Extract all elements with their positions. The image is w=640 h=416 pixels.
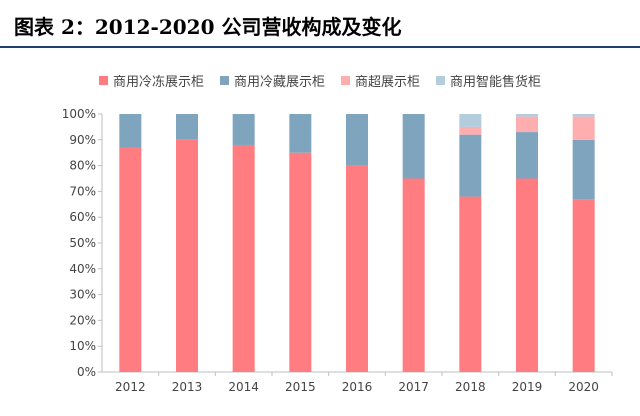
y-tick-label: 60% bbox=[69, 210, 96, 224]
legend-label-frozen: 商用冷冻展示柜 bbox=[112, 74, 204, 90]
bar-segment-2018-s3 bbox=[459, 114, 482, 127]
x-tick-label-2014: 2014 bbox=[228, 380, 259, 394]
figure-title: 图表 2：2012-2020 公司营收构成及变化 bbox=[14, 15, 402, 39]
legend-swatch-vending bbox=[436, 75, 446, 85]
y-tick-label: 90% bbox=[69, 133, 96, 147]
bar-segment-2014-s0 bbox=[232, 144, 255, 372]
bar-segment-2018-s0 bbox=[459, 196, 482, 372]
legend-swatch-chilled bbox=[219, 75, 229, 85]
bar-segment-2019-s2 bbox=[516, 116, 538, 133]
x-tick-label-2015: 2015 bbox=[285, 380, 316, 394]
bar-segment-2020-s0 bbox=[572, 199, 595, 372]
y-tick-label: 80% bbox=[69, 159, 96, 173]
bar-segment-2017-s0 bbox=[402, 178, 425, 372]
y-tick-label: 50% bbox=[69, 236, 96, 250]
bar-segment-2015-s0 bbox=[289, 152, 312, 372]
bar-segment-2012-s1 bbox=[119, 114, 142, 148]
y-tick-label: 40% bbox=[69, 262, 96, 276]
bar-segment-2016-s1 bbox=[346, 114, 368, 166]
y-tick-label: 0% bbox=[77, 365, 96, 379]
bar-segment-2015-s1 bbox=[289, 114, 312, 153]
x-tick-label-2020: 2020 bbox=[568, 380, 599, 394]
bar-segment-2017-s1 bbox=[402, 114, 425, 179]
bar-segment-2014-s1 bbox=[232, 114, 255, 145]
y-tick-label: 30% bbox=[69, 288, 96, 302]
y-tick-label: 10% bbox=[69, 339, 96, 353]
x-tick-label-2016: 2016 bbox=[342, 380, 373, 394]
x-tick-label-2018: 2018 bbox=[455, 380, 486, 394]
bar-segment-2019-s3 bbox=[516, 114, 538, 117]
y-tick-label: 100% bbox=[62, 107, 96, 121]
bar-segment-2020-s2 bbox=[572, 116, 595, 140]
legend-item-vending: 商用智能售货柜 bbox=[436, 71, 541, 90]
y-tick-label: 20% bbox=[69, 313, 96, 327]
x-tick-label-2013: 2013 bbox=[172, 380, 203, 394]
legend-item-chilled: 商用冷藏展示柜 bbox=[219, 71, 325, 90]
bar-segment-2018-s1 bbox=[459, 134, 482, 197]
bar-segment-2012-s0 bbox=[119, 147, 142, 372]
legend-label-supermarket: 商超展示柜 bbox=[355, 74, 421, 90]
bar-segment-2019-s0 bbox=[516, 178, 538, 372]
x-tick-label-2012: 2012 bbox=[115, 380, 146, 394]
bar-segment-2018-s2 bbox=[459, 126, 482, 135]
legend-swatch-frozen bbox=[98, 75, 108, 85]
bar-segment-2013-s0 bbox=[176, 139, 198, 372]
bar-segment-2020-s3 bbox=[572, 114, 595, 117]
legend-label-vending: 商用智能售货柜 bbox=[450, 74, 542, 90]
bar-segment-2020-s1 bbox=[572, 139, 595, 200]
legend-swatch-supermarket bbox=[341, 75, 350, 85]
title-rule bbox=[0, 46, 640, 48]
y-tick-label: 70% bbox=[69, 184, 96, 198]
bar-segment-2019-s1 bbox=[516, 132, 538, 179]
bar-segment-2016-s0 bbox=[346, 165, 368, 372]
x-tick-label-2017: 2017 bbox=[398, 380, 429, 394]
legend-item-supermarket: 商超展示柜 bbox=[341, 71, 420, 90]
legend-item-frozen: 商用冷冻展示柜 bbox=[98, 71, 204, 90]
x-tick-label-2019: 2019 bbox=[512, 380, 543, 394]
bar-segment-2013-s1 bbox=[176, 114, 198, 140]
chart-legend: 商用冷冻展示柜 商用冷藏展示柜 商超展示柜 商用智能售货柜 bbox=[0, 70, 640, 90]
legend-label-chilled: 商用冷藏展示柜 bbox=[233, 74, 325, 90]
